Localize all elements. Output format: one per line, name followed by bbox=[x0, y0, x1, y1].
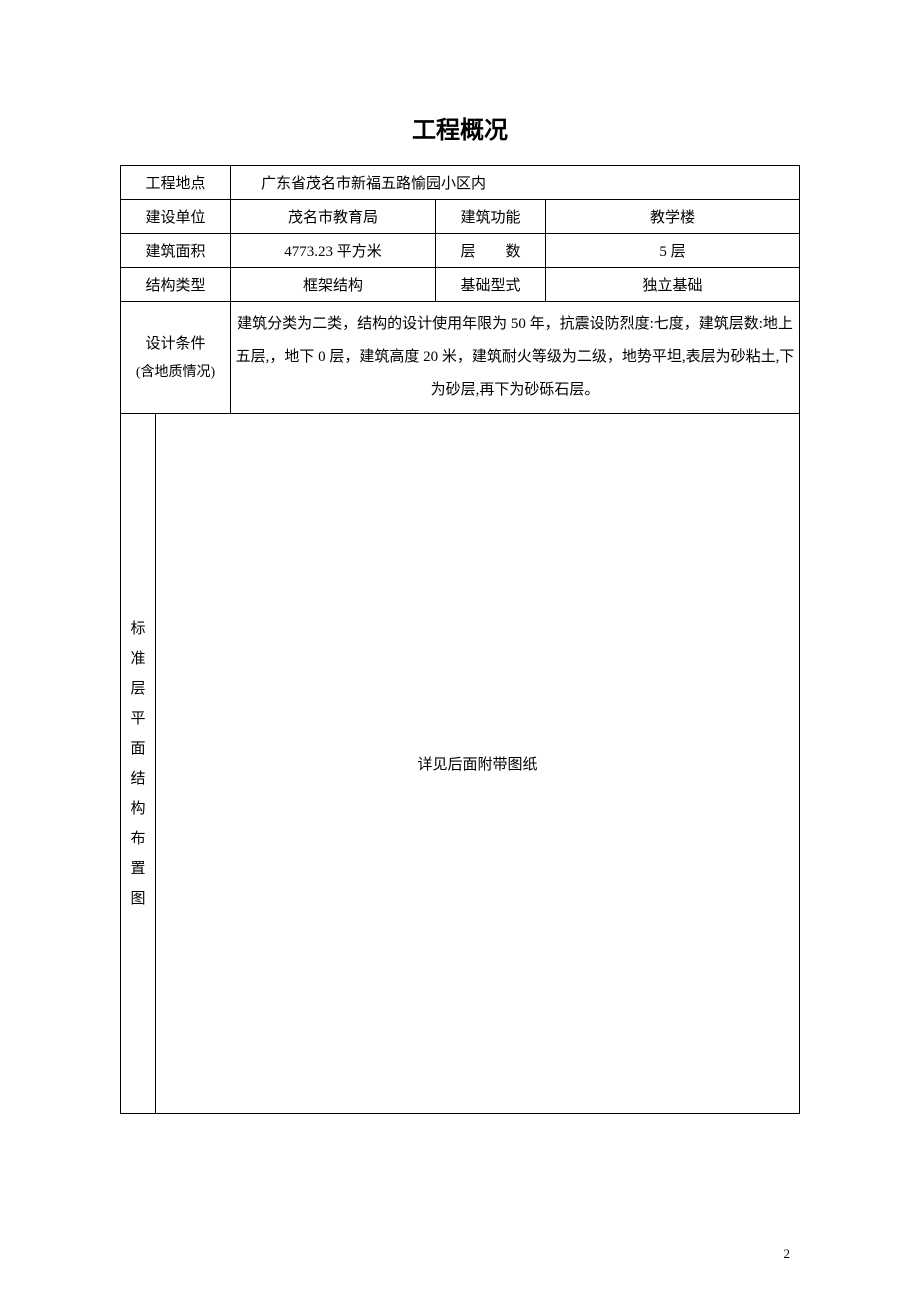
page-number: 2 bbox=[784, 1246, 791, 1262]
vchar: 置 bbox=[130, 854, 145, 884]
row-builder: 建设单位 茂名市教育局 建筑功能 教学楼 bbox=[121, 200, 800, 234]
vchar: 标 bbox=[130, 614, 145, 644]
value-location: 广东省茂名市新福五路愉园小区内 bbox=[231, 166, 800, 200]
value-structure: 框架结构 bbox=[231, 268, 436, 302]
row-layout-diagram: 标 准 层 平 面 结 构 布 置 图 详见后面附带图纸 bbox=[121, 414, 800, 1114]
vchar: 面 bbox=[130, 734, 145, 764]
page-title: 工程概况 bbox=[120, 110, 800, 145]
vertical-label-container: 标 准 层 平 面 结 构 布 置 图 bbox=[125, 614, 151, 914]
value-foundation: 独立基础 bbox=[546, 268, 800, 302]
row-design-conditions: 设计条件 (含地质情况) 建筑分类为二类，结构的设计使用年限为 50 年，抗震设… bbox=[121, 302, 800, 414]
value-design-conditions: 建筑分类为二类，结构的设计使用年限为 50 年，抗震设防烈度:七度，建筑层数:地… bbox=[231, 302, 800, 414]
vchar: 构 bbox=[130, 794, 145, 824]
label-location: 工程地点 bbox=[121, 166, 231, 200]
label-foundation: 基础型式 bbox=[436, 268, 546, 302]
vchar: 结 bbox=[130, 764, 145, 794]
value-layout-diagram: 详见后面附带图纸 bbox=[156, 414, 800, 1114]
project-overview-table: 工程地点 广东省茂名市新福五路愉园小区内 建设单位 茂名市教育局 建筑功能 教学… bbox=[120, 165, 800, 1114]
page-container: 工程概况 工程地点 广东省茂名市新福五路愉园小区内 建设单位 茂名市教育局 建筑… bbox=[0, 0, 920, 1302]
label-design-conditions: 设计条件 (含地质情况) bbox=[121, 302, 231, 414]
value-area: 4773.23 平方米 bbox=[231, 234, 436, 268]
label-structure: 结构类型 bbox=[121, 268, 231, 302]
vchar: 布 bbox=[130, 824, 145, 854]
row-location: 工程地点 广东省茂名市新福五路愉园小区内 bbox=[121, 166, 800, 200]
row-area: 建筑面积 4773.23 平方米 层 数 5 层 bbox=[121, 234, 800, 268]
design-label-line2: (含地质情况) bbox=[125, 359, 226, 387]
label-area: 建筑面积 bbox=[121, 234, 231, 268]
row-structure: 结构类型 框架结构 基础型式 独立基础 bbox=[121, 268, 800, 302]
vchar: 图 bbox=[130, 884, 145, 914]
label-function: 建筑功能 bbox=[436, 200, 546, 234]
vchar: 层 bbox=[130, 674, 145, 704]
value-builder: 茂名市教育局 bbox=[231, 200, 436, 234]
value-floors: 5 层 bbox=[546, 234, 800, 268]
vchar: 平 bbox=[130, 704, 145, 734]
label-floors: 层 数 bbox=[436, 234, 546, 268]
design-label-line1: 设计条件 bbox=[125, 329, 226, 359]
value-function: 教学楼 bbox=[546, 200, 800, 234]
label-layout-vertical: 标 准 层 平 面 结 构 布 置 图 bbox=[121, 414, 156, 1114]
vchar: 准 bbox=[130, 644, 145, 674]
label-builder: 建设单位 bbox=[121, 200, 231, 234]
